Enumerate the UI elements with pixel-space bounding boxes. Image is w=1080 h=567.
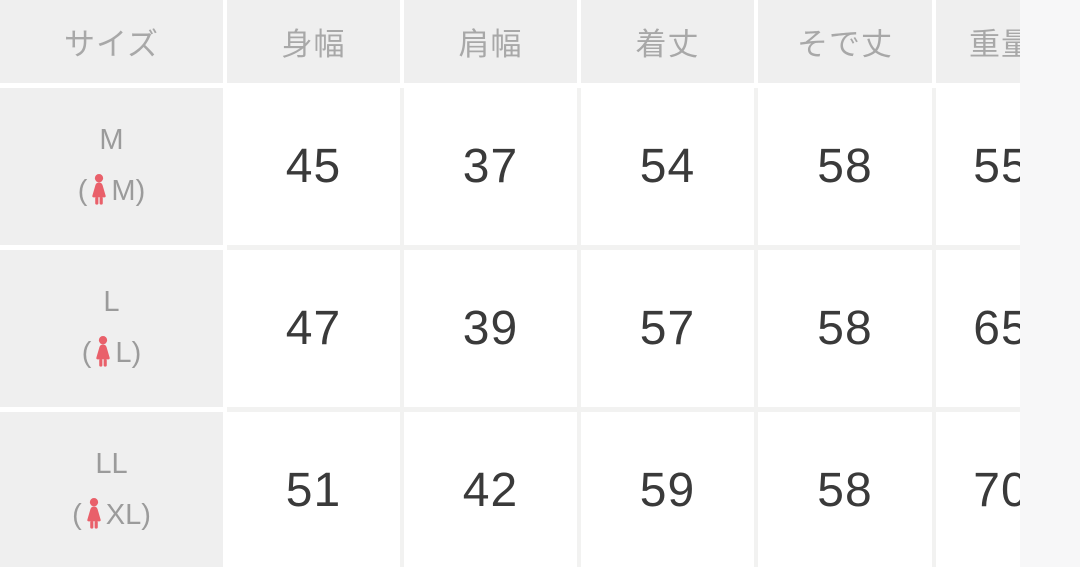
cell-m-weight: 55 — [936, 88, 1020, 245]
alt-size-text: M — [111, 175, 136, 207]
size-label: L — [103, 285, 120, 318]
row-header-size-m: M ( M ) — [0, 88, 223, 245]
cell-ll-shoulder-width: 42 — [404, 412, 577, 567]
grid-line-vertical — [754, 88, 758, 567]
female-figure-icon — [92, 173, 107, 205]
size-table-scroll-viewport[interactable]: サイズ 身幅 肩幅 着丈 そで丈 重量 M ( M ) 45 37 54 58 — [0, 0, 1020, 567]
cell-ll-body-width: 51 — [227, 412, 400, 567]
cell-m-length: 54 — [581, 88, 754, 245]
column-header-length: 着丈 — [581, 0, 754, 83]
grid-line-horizontal — [227, 407, 1020, 412]
alt-size-text: L — [115, 337, 132, 369]
cell-ll-weight: 70 — [936, 412, 1020, 567]
alt-size-label: ( XL ) — [72, 497, 151, 534]
alt-size-text: XL — [105, 499, 142, 531]
cell-ll-length: 59 — [581, 412, 754, 567]
cell-l-shoulder-width: 39 — [404, 250, 577, 407]
size-label: LL — [95, 447, 128, 480]
grid-line-vertical — [577, 88, 581, 567]
size-table: サイズ 身幅 肩幅 着丈 そで丈 重量 M ( M ) 45 37 54 58 — [0, 0, 1020, 567]
female-figure-icon — [87, 497, 101, 529]
column-header-size: サイズ — [0, 0, 223, 83]
column-header-shoulder-width: 肩幅 — [404, 0, 577, 83]
grid-line-vertical — [400, 88, 404, 567]
cell-l-length: 57 — [581, 250, 754, 407]
column-header-body-width: 身幅 — [227, 0, 400, 83]
paren-close: ) — [135, 175, 146, 207]
paren-close: ) — [131, 337, 142, 369]
grid-line-horizontal — [227, 245, 1020, 250]
column-header-sleeve-length: そで丈 — [758, 0, 932, 83]
row-header-size-ll: LL ( XL ) — [0, 412, 223, 567]
paren-open: ( — [77, 175, 88, 207]
paren-open: ( — [72, 499, 82, 531]
cell-l-weight: 65 — [936, 250, 1020, 407]
cell-ll-sleeve-length: 58 — [758, 412, 932, 567]
grid-line-vertical — [932, 88, 936, 567]
cell-m-body-width: 45 — [227, 88, 400, 245]
row-header-size-l: L ( L ) — [0, 250, 223, 407]
cell-m-sleeve-length: 58 — [758, 88, 932, 245]
column-header-weight: 重量 — [936, 0, 1020, 83]
size-label: M — [99, 123, 124, 156]
cell-l-sleeve-length: 58 — [758, 250, 932, 407]
female-figure-icon — [96, 335, 111, 367]
alt-size-label: ( L ) — [81, 335, 142, 372]
paren-open: ( — [81, 337, 92, 369]
page-background-strip — [1020, 0, 1080, 567]
alt-size-label: ( M ) — [77, 173, 146, 210]
cell-l-body-width: 47 — [227, 250, 400, 407]
paren-close: ) — [141, 499, 151, 531]
cell-m-shoulder-width: 37 — [404, 88, 577, 245]
